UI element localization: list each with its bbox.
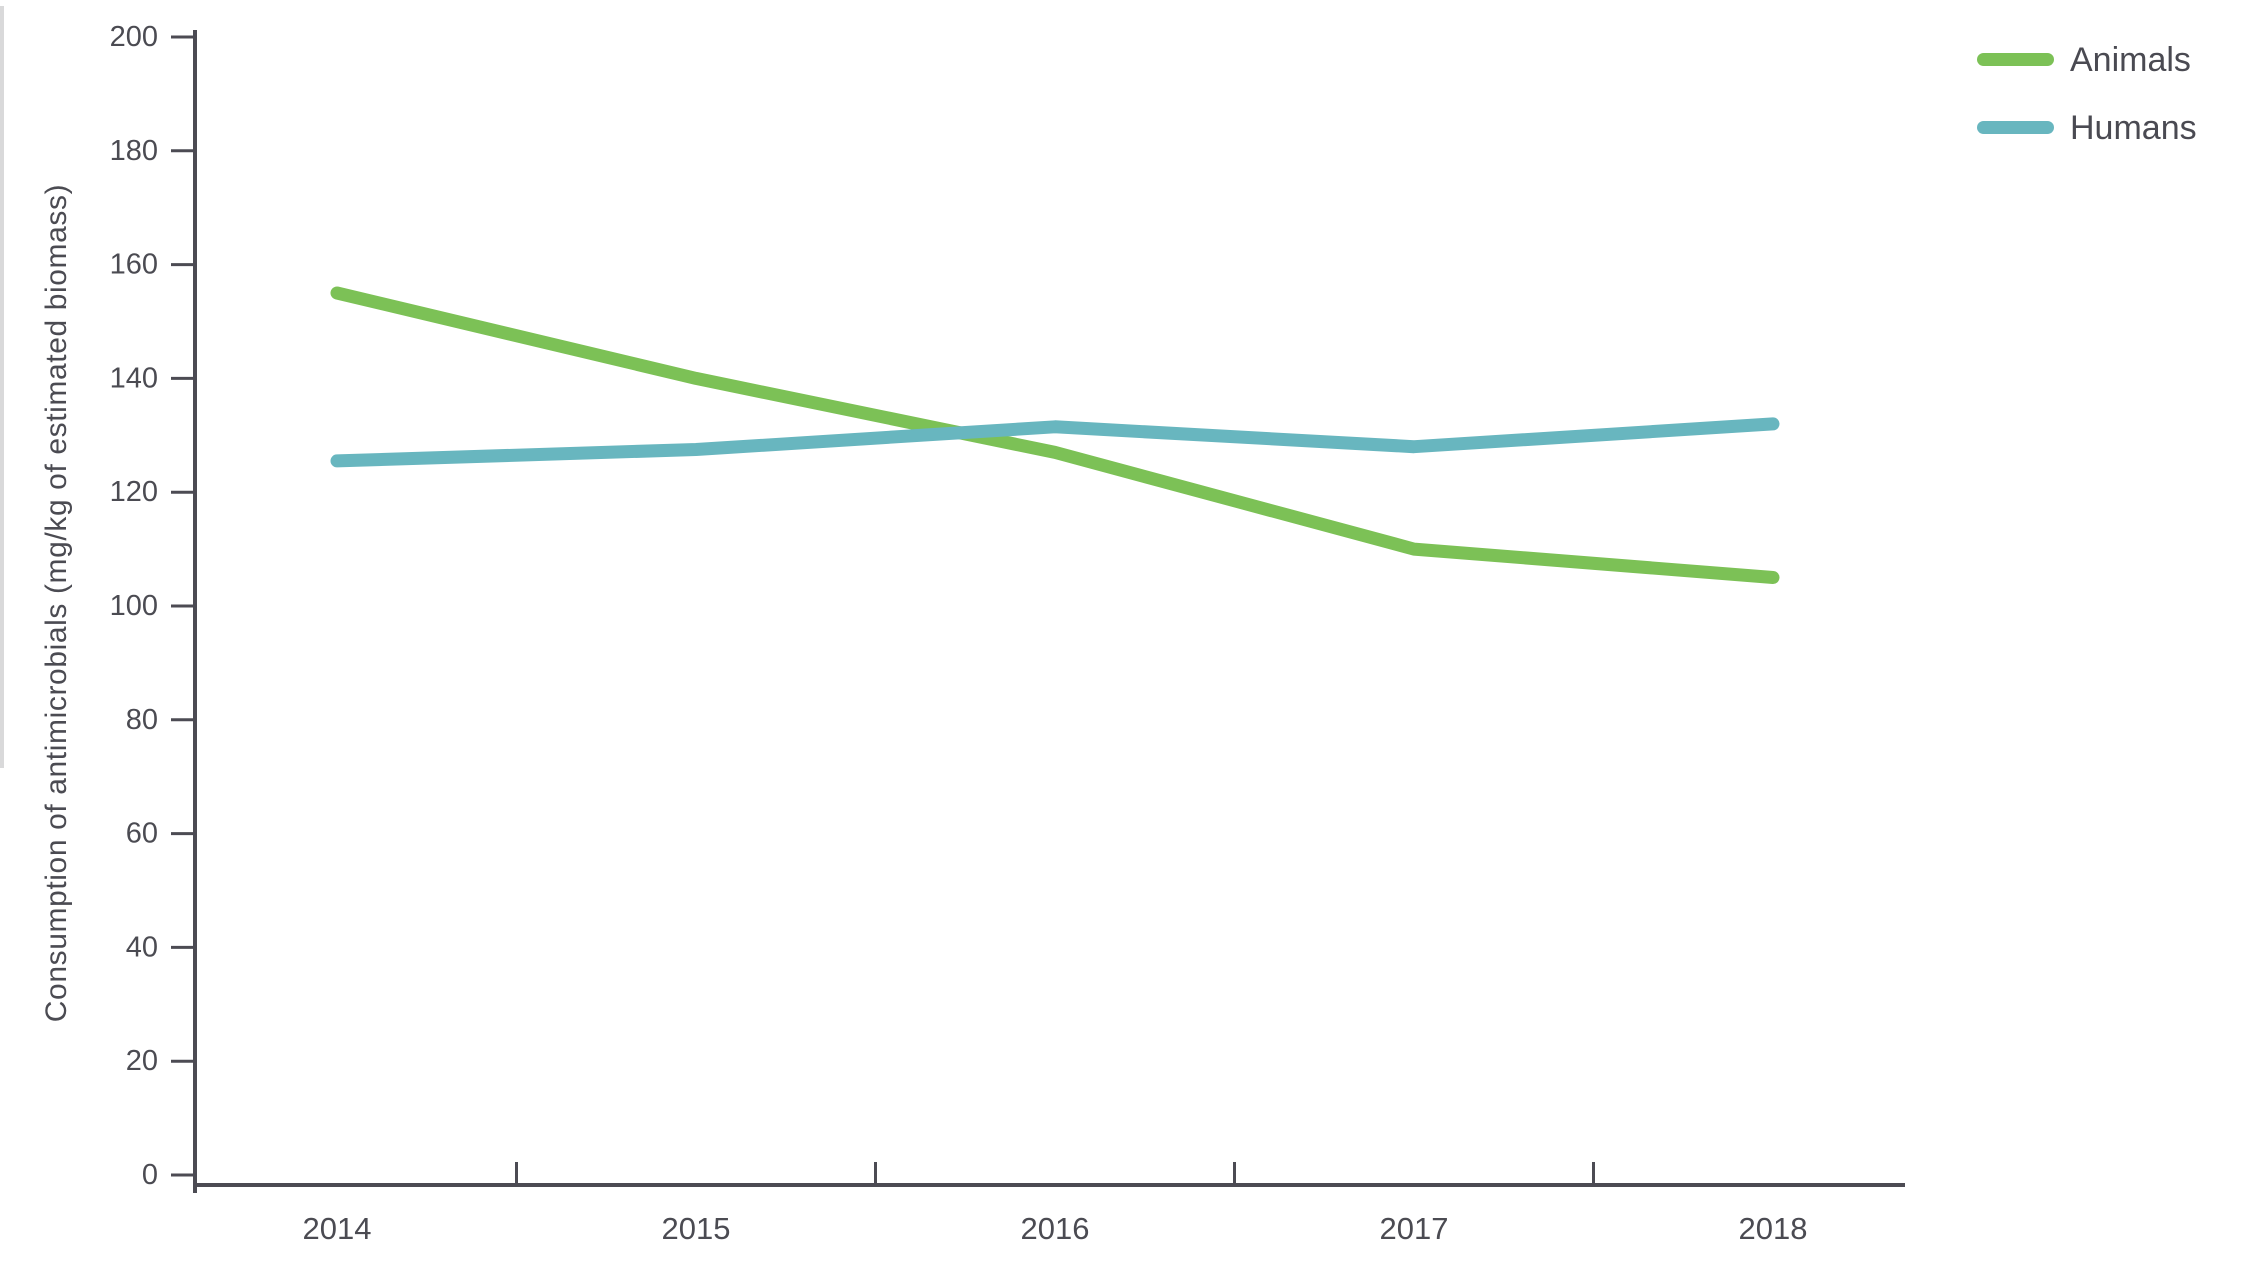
- x-tick-label: 2015: [662, 1211, 731, 1246]
- y-tick-label: 100: [110, 590, 158, 622]
- x-tick-label: 2017: [1380, 1211, 1449, 1246]
- legend-label-animals: Animals: [2070, 40, 2191, 79]
- y-tick-label: 140: [110, 362, 158, 394]
- chart-legend: Animals Humans: [1977, 36, 2197, 151]
- page-edge-line: [0, 6, 4, 768]
- y-tick-label: 0: [142, 1159, 158, 1191]
- x-tick-label: 2014: [303, 1211, 372, 1246]
- x-tick-label: 2016: [1021, 1211, 1090, 1246]
- legend-swatch-humans: [1977, 121, 2054, 134]
- humans-line: [330, 417, 1780, 468]
- legend-item-animals: Animals: [1977, 36, 2197, 83]
- y-tick-label: 40: [126, 931, 158, 963]
- legend-swatch-animals: [1977, 53, 2054, 66]
- animals-line: [330, 286, 1780, 584]
- y-tick-label: 60: [126, 818, 158, 850]
- y-tick-label: 20: [126, 1045, 158, 1077]
- legend-item-humans: Humans: [1977, 104, 2197, 151]
- y-tick-label: 120: [110, 476, 158, 508]
- y-tick-label: 200: [110, 21, 158, 53]
- y-tick-label: 160: [110, 249, 158, 281]
- legend-label-humans: Humans: [2070, 108, 2197, 147]
- y-tick-label: 180: [110, 135, 158, 167]
- x-tick-label: 2018: [1739, 1211, 1808, 1246]
- y-tick-label: 80: [126, 704, 158, 736]
